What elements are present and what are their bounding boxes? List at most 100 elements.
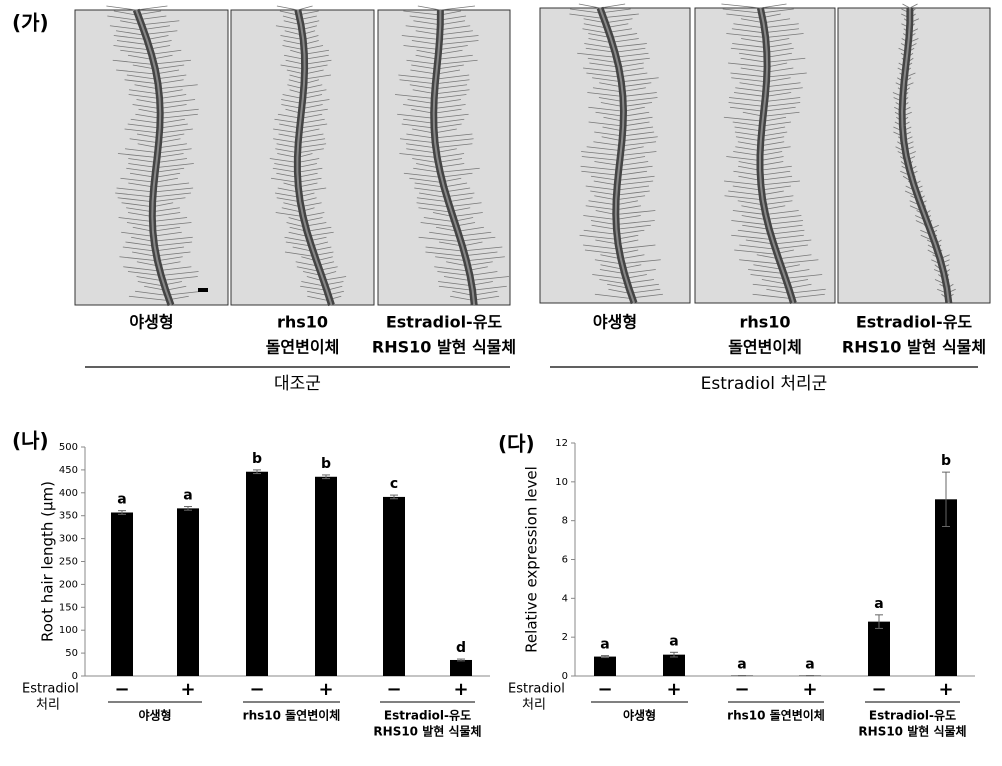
- root-hair: [569, 13, 601, 19]
- y-tick-label: 400: [59, 488, 78, 499]
- root-hair: [403, 10, 441, 16]
- root-hair: [160, 118, 185, 124]
- root-hair: [734, 249, 774, 255]
- root-hair: [411, 64, 437, 70]
- root-hair: [599, 279, 625, 284]
- root-hair: [585, 205, 617, 211]
- root-hair: [435, 138, 474, 144]
- root-hair: [113, 45, 147, 50]
- root-hair: [592, 274, 625, 279]
- root-photo: [377, 9, 511, 306]
- root-hair: [106, 5, 137, 11]
- x-tick-label: +: [666, 679, 681, 700]
- root-hair: [766, 67, 794, 73]
- root-hair: [435, 89, 470, 95]
- root-hair: [433, 113, 469, 119]
- root-hair: [737, 141, 761, 147]
- root-hair: [581, 151, 621, 156]
- root-hair: [783, 269, 810, 274]
- root-hair: [438, 54, 473, 60]
- root-hair: [594, 131, 624, 137]
- y-tick-label: 100: [59, 625, 78, 636]
- x-tick-label: −: [249, 679, 264, 700]
- root-hair: [624, 269, 656, 274]
- root-hair: [765, 215, 802, 220]
- root-hair: [413, 167, 441, 173]
- group-label: 야생형: [623, 708, 656, 723]
- root-hair: [739, 259, 779, 265]
- root-hair: [769, 224, 803, 230]
- root-hair: [416, 202, 449, 208]
- root-hair: [733, 23, 764, 29]
- root-hair: [726, 13, 761, 19]
- y-tick-label: 500: [59, 442, 78, 453]
- root-hair: [617, 190, 650, 196]
- root-hair: [732, 210, 766, 215]
- y-tick-label: 350: [59, 511, 78, 522]
- root-core: [599, 7, 636, 304]
- root-hair: [763, 28, 800, 34]
- group-label: RHS10 발현 식물체: [373, 724, 481, 739]
- root-hair: [623, 116, 653, 122]
- root-hair: [274, 163, 298, 168]
- root-hair: [742, 224, 770, 230]
- root-hair: [594, 195, 617, 201]
- root-hair: [434, 266, 467, 272]
- root-hair: [137, 281, 162, 286]
- root-hair: [286, 222, 304, 227]
- root-hair: [433, 133, 473, 139]
- group-label: Estradiol-유도: [869, 709, 956, 723]
- group-label: 야생형: [138, 708, 171, 723]
- root-hair: [107, 15, 137, 21]
- root-hair: [157, 79, 184, 85]
- root-hair: [740, 67, 768, 73]
- root-hair: [403, 118, 434, 124]
- root-hair: [141, 20, 180, 26]
- root-hair: [157, 163, 194, 168]
- significance-letter: b: [252, 451, 262, 467]
- root-hair: [437, 271, 471, 276]
- root-hair: [614, 47, 646, 53]
- root-hair: [599, 269, 625, 274]
- root-hair: [448, 202, 482, 208]
- root-hair: [735, 136, 761, 142]
- root-hair: [401, 35, 440, 40]
- root-hair: [126, 74, 156, 80]
- row-label: Estradiol: [508, 682, 565, 697]
- root-hair: [119, 256, 158, 262]
- root-hair: [302, 99, 330, 104]
- root-hair: [297, 167, 323, 173]
- root-hair: [628, 288, 661, 294]
- image-caption: Estradiol-유도: [386, 313, 503, 332]
- root-hair: [621, 82, 652, 88]
- root-hair: [158, 143, 187, 149]
- root-hair: [159, 94, 187, 99]
- y-tick-label: 0: [562, 671, 568, 682]
- x-tick-label: −: [597, 679, 612, 700]
- root-hair: [425, 246, 463, 252]
- root-hair: [300, 285, 327, 291]
- significance-letter: b: [941, 453, 951, 469]
- root-hair: [590, 220, 616, 225]
- root-hair: [128, 163, 158, 168]
- root-hair: [155, 167, 185, 173]
- root-hair: [276, 197, 301, 203]
- root-hair: [623, 121, 650, 127]
- root-hair: [296, 266, 317, 272]
- root-hair: [136, 276, 162, 281]
- root-hair: [146, 35, 169, 40]
- root-hair: [590, 190, 618, 196]
- root-hair: [763, 106, 796, 112]
- root-hair: [439, 45, 468, 50]
- root-hair: [440, 20, 466, 26]
- root-hair: [129, 172, 156, 178]
- root-hair: [722, 8, 761, 14]
- image-caption: RHS10 발현 식물체: [842, 338, 986, 357]
- root-hair: [165, 290, 203, 296]
- root-hair: [623, 131, 655, 137]
- root-hair: [730, 47, 767, 53]
- root-hair: [732, 185, 761, 191]
- root-hair: [435, 256, 467, 262]
- root-hair: [397, 113, 434, 119]
